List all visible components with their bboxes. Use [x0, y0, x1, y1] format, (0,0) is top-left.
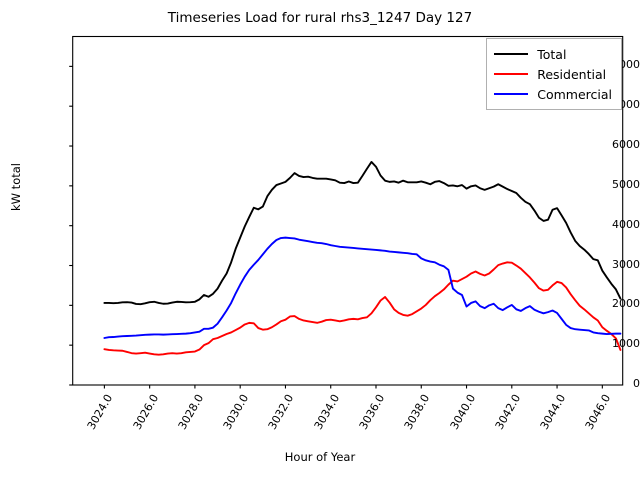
chart-title: Timeseries Load for rural rhs3_1247 Day … — [167, 10, 473, 26]
legend-label-total: Total — [537, 46, 567, 62]
chart-legend: Total Residential Commercial — [486, 38, 622, 110]
series-line-total — [103, 161, 622, 306]
legend-swatch-commercial — [494, 93, 529, 95]
y-tick-label: 5000 — [612, 177, 640, 191]
y-tick-label: 2000 — [612, 297, 640, 311]
legend-label-commercial: Commercial — [537, 86, 612, 102]
series-line-commercial — [103, 236, 622, 339]
y-axis-label: kW total — [9, 163, 23, 211]
legend-item-total: Total — [494, 44, 612, 64]
y-tick-label: 4000 — [612, 217, 640, 231]
legend-item-commercial: Commercial — [494, 84, 612, 104]
y-tick-label: 1000 — [612, 337, 640, 351]
series-line-residential — [103, 261, 622, 356]
y-tick-label: 3000 — [612, 257, 640, 271]
axes-frame — [72, 35, 624, 386]
y-tick-label: 0 — [633, 377, 640, 390]
legend-swatch-total — [494, 53, 529, 55]
y-tick-label: 6000 — [612, 138, 640, 152]
legend-label-residential: Residential — [537, 66, 607, 82]
x-axis-label: Hour of Year — [284, 450, 356, 464]
legend-item-residential: Residential — [494, 64, 612, 84]
legend-swatch-residential — [494, 73, 529, 75]
